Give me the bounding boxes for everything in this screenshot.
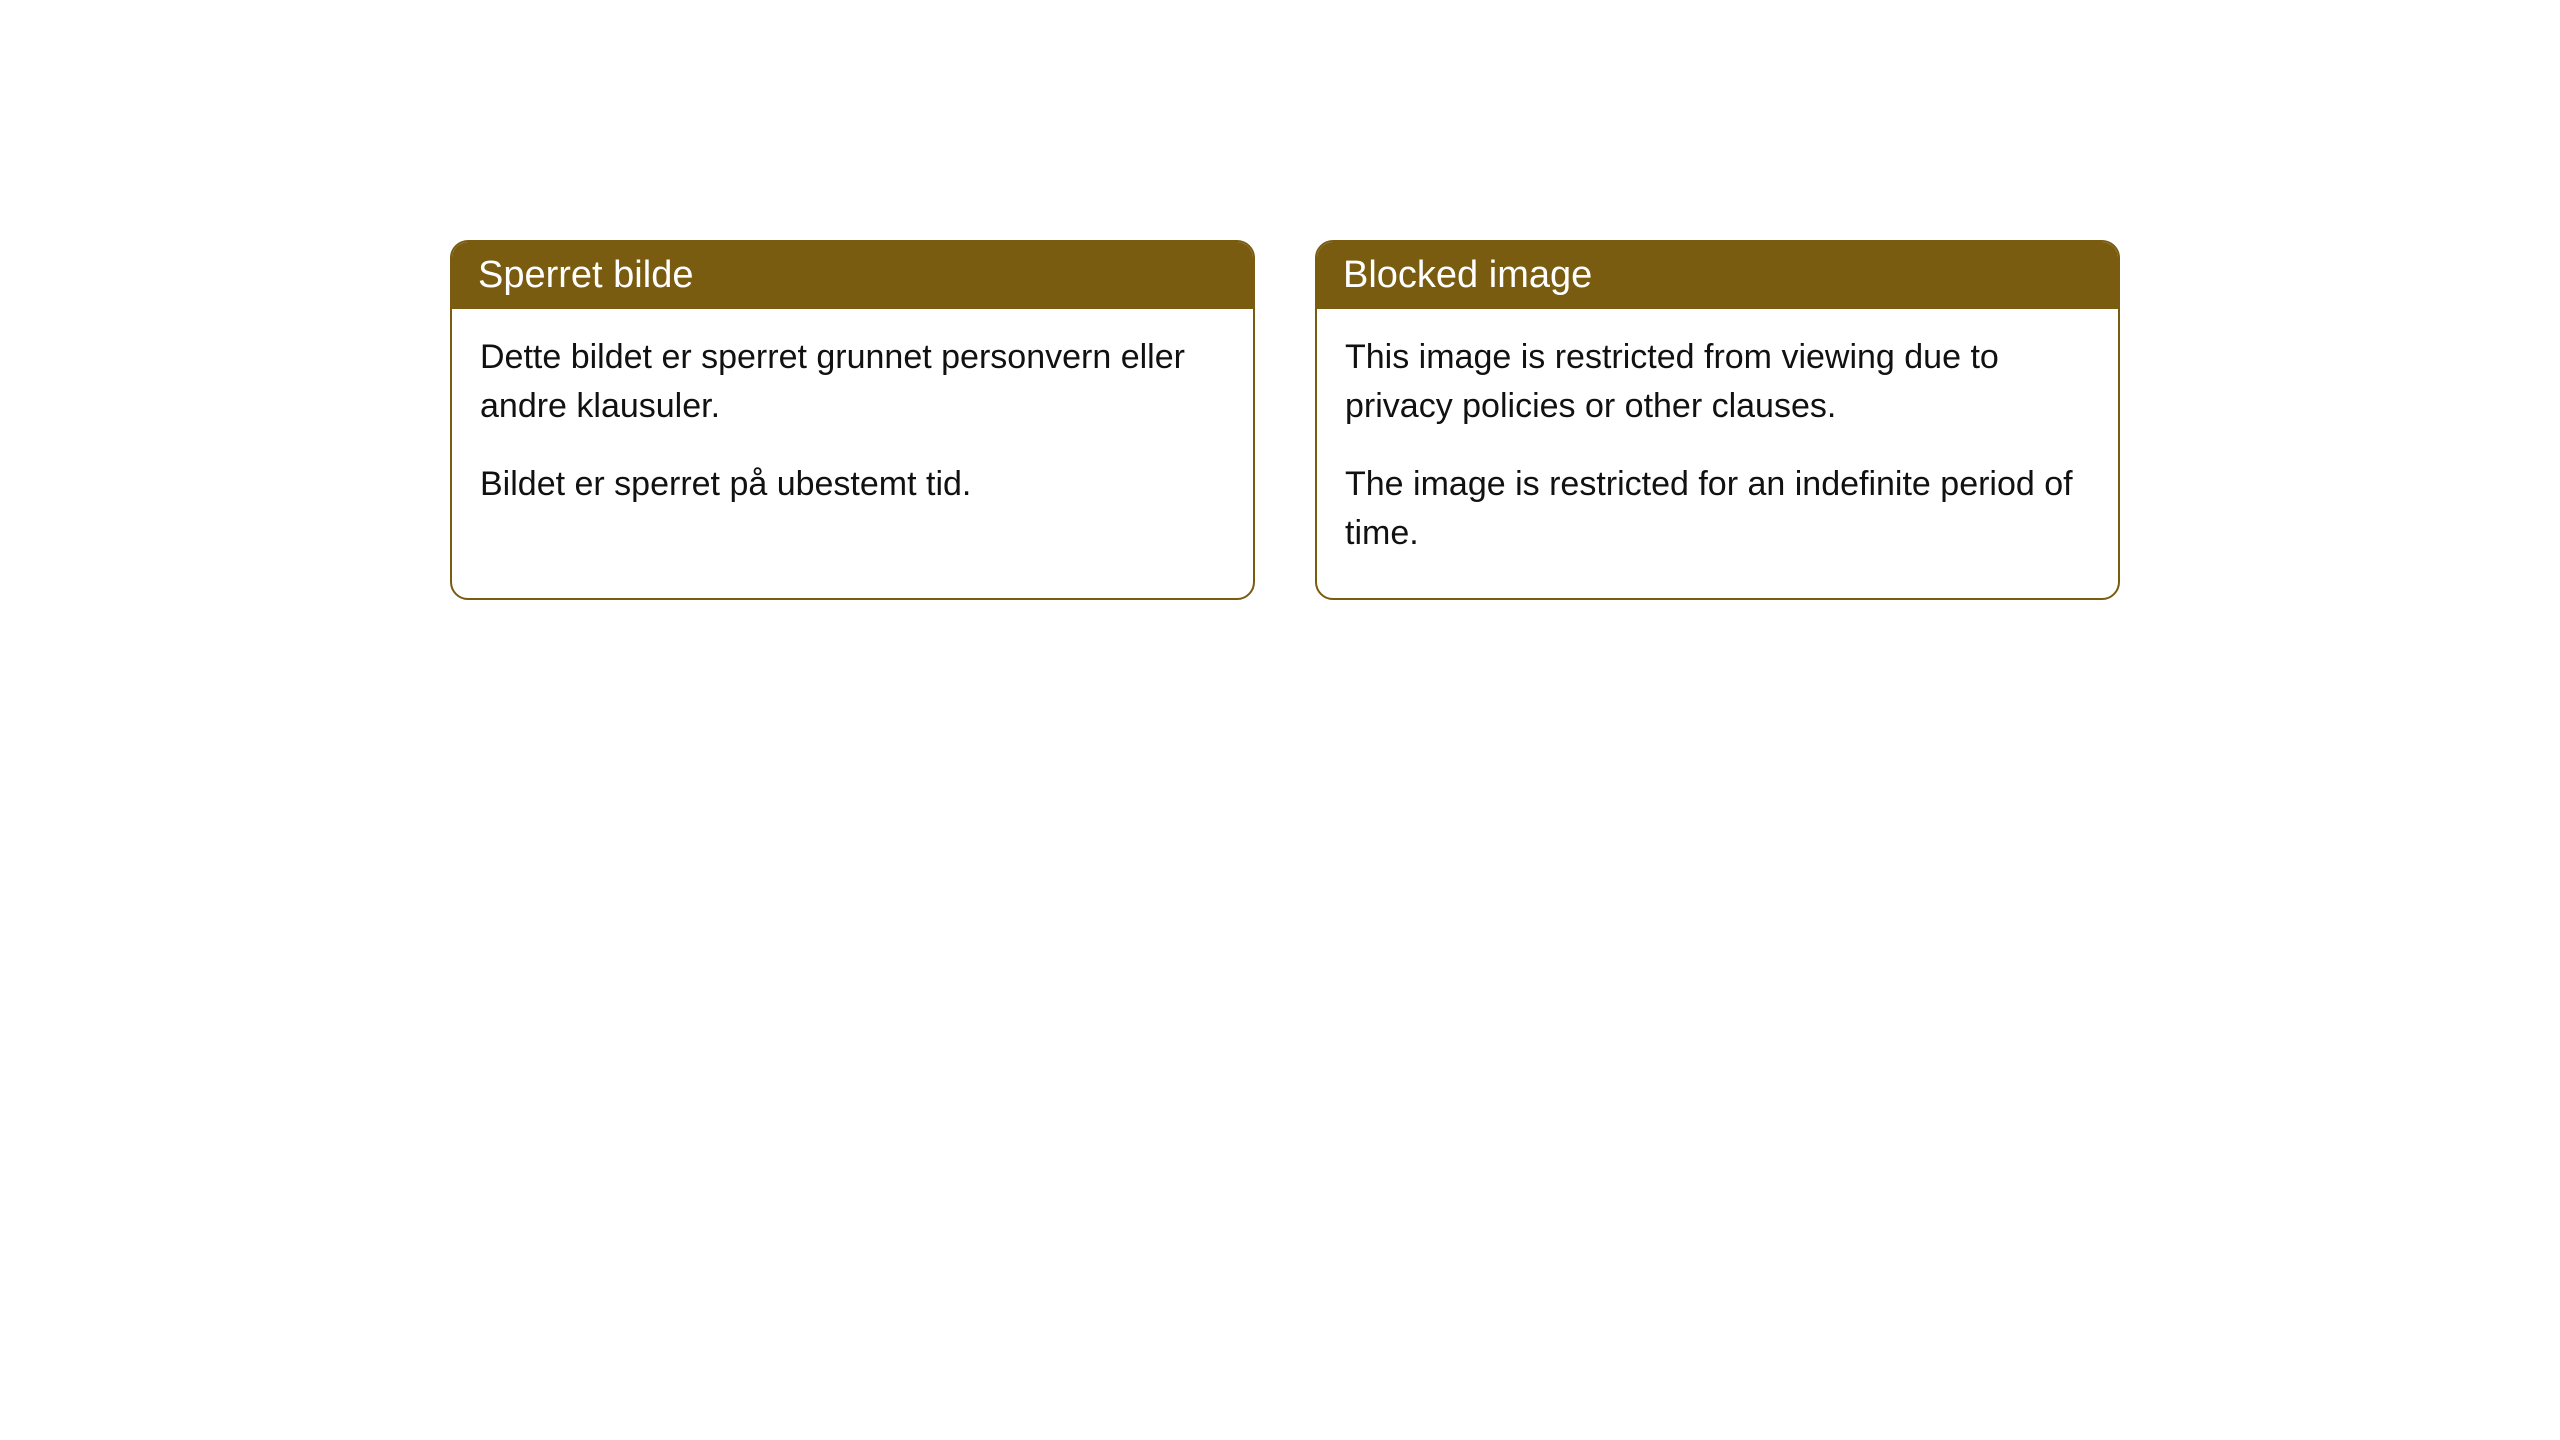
card-body-no: Dette bildet er sperret grunnet personve… xyxy=(452,309,1253,549)
notice-container: Sperret bilde Dette bildet er sperret gr… xyxy=(0,0,2560,600)
card-para1-no: Dette bildet er sperret grunnet personve… xyxy=(480,333,1225,432)
card-para1-en: This image is restricted from viewing du… xyxy=(1345,333,2090,432)
card-body-en: This image is restricted from viewing du… xyxy=(1317,309,2118,598)
blocked-image-card-en: Blocked image This image is restricted f… xyxy=(1315,240,2120,600)
card-header-no: Sperret bilde xyxy=(452,242,1253,309)
blocked-image-card-no: Sperret bilde Dette bildet er sperret gr… xyxy=(450,240,1255,600)
card-para2-en: The image is restricted for an indefinit… xyxy=(1345,460,2090,559)
card-para2-no: Bildet er sperret på ubestemt tid. xyxy=(480,460,1225,509)
card-header-en: Blocked image xyxy=(1317,242,2118,309)
